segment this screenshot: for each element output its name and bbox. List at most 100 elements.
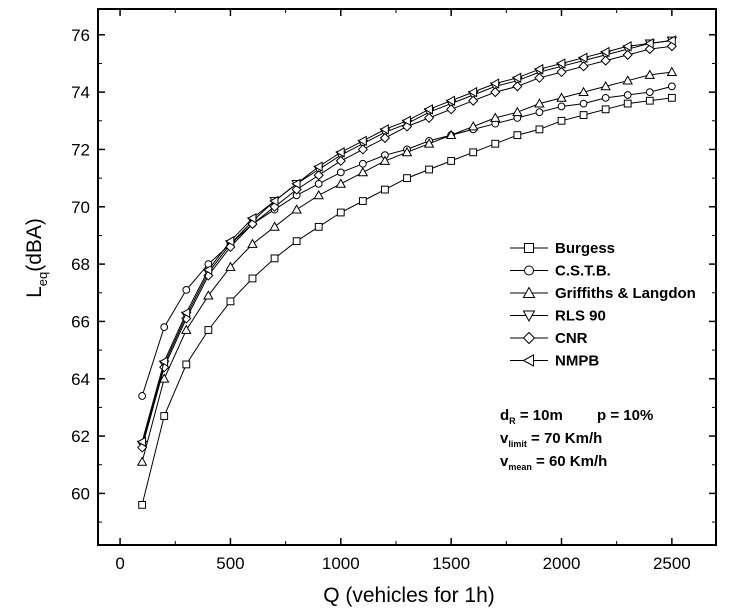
data-point bbox=[136, 436, 147, 448]
y-tick-label: 64 bbox=[71, 370, 90, 389]
legend-marker bbox=[522, 354, 534, 367]
data-point bbox=[423, 138, 435, 148]
data-point bbox=[644, 38, 654, 49]
data-point bbox=[270, 254, 279, 263]
data-point bbox=[182, 360, 191, 369]
data-point bbox=[314, 222, 323, 231]
y-tick-label: 66 bbox=[71, 312, 90, 331]
annotation-vlimit: vlimit = 70 Km/h bbox=[500, 430, 602, 449]
data-point bbox=[666, 35, 676, 46]
data-point bbox=[491, 139, 500, 148]
y-tick-label: 72 bbox=[71, 140, 90, 159]
data-point bbox=[645, 96, 654, 105]
data-point bbox=[336, 168, 345, 177]
data-point bbox=[601, 105, 610, 114]
legend-marker bbox=[524, 265, 534, 276]
legend-item: Griffiths & Langdon bbox=[510, 285, 696, 302]
data-point bbox=[578, 86, 589, 97]
legend-label: RLS 90 bbox=[555, 308, 606, 325]
annotation-vlimit-main: v bbox=[500, 430, 509, 447]
data-point bbox=[336, 208, 345, 217]
x-axis-label: Q (vehicles for 1h) bbox=[323, 584, 495, 607]
annotation-vmean-main: v bbox=[500, 453, 509, 470]
data-point bbox=[181, 324, 192, 334]
legend-label: CNR bbox=[555, 330, 588, 347]
data-point bbox=[313, 189, 324, 200]
data-point bbox=[622, 49, 633, 60]
data-point bbox=[666, 66, 678, 76]
data-point bbox=[601, 93, 610, 102]
annotation-percentage: p = 10% bbox=[597, 407, 653, 424]
data-point bbox=[381, 185, 389, 194]
legend-label: NMPB bbox=[555, 353, 599, 370]
data-point bbox=[158, 373, 170, 383]
data-point bbox=[180, 307, 191, 319]
x-tick-label: 0 bbox=[115, 554, 124, 573]
data-point bbox=[226, 297, 235, 306]
data-point bbox=[556, 66, 567, 78]
data-point bbox=[557, 102, 566, 111]
data-point bbox=[534, 72, 545, 83]
annotation-vmean-sub: mean bbox=[508, 462, 532, 472]
legend-marker bbox=[522, 331, 536, 345]
data-point bbox=[138, 500, 147, 509]
data-point bbox=[401, 146, 413, 157]
data-point bbox=[247, 238, 258, 248]
y-tick-label: 68 bbox=[71, 255, 90, 274]
data-point bbox=[335, 155, 346, 167]
data-point bbox=[292, 237, 301, 246]
data-point bbox=[579, 99, 588, 108]
data-point bbox=[622, 75, 633, 85]
annotation: dR = 10m p = 10% vlimit = 70 Km/h vmean … bbox=[500, 407, 653, 472]
data-point bbox=[313, 170, 324, 181]
series-diamond bbox=[137, 41, 677, 453]
data-point bbox=[357, 144, 368, 155]
data-point bbox=[423, 104, 433, 115]
legend-item: Burgess bbox=[510, 240, 615, 257]
data-point bbox=[535, 125, 544, 134]
data-point bbox=[335, 147, 345, 158]
data-point bbox=[403, 174, 411, 183]
y-tick-label: 76 bbox=[71, 26, 90, 45]
legend-label: Burgess bbox=[555, 240, 615, 257]
legend-item: NMPB bbox=[510, 353, 599, 370]
data-point bbox=[182, 285, 191, 294]
data-point bbox=[600, 80, 611, 91]
data-point bbox=[489, 78, 500, 89]
data-point bbox=[357, 166, 369, 177]
data-point bbox=[623, 91, 632, 99]
data-point bbox=[447, 157, 456, 165]
data-point bbox=[225, 235, 235, 247]
data-point bbox=[534, 63, 544, 75]
data-point bbox=[512, 81, 523, 92]
data-point bbox=[248, 274, 257, 283]
legend-label: Griffiths & Langdon bbox=[555, 285, 696, 302]
data-point bbox=[467, 86, 478, 98]
data-point bbox=[468, 95, 479, 106]
data-point bbox=[425, 165, 433, 174]
data-point bbox=[204, 326, 213, 334]
legend: Burgess C.S.T.B. Griffiths & Langdon RLS 90… bbox=[510, 240, 696, 370]
y-tick-label: 62 bbox=[71, 427, 90, 446]
annotation-distance: dR = 10m bbox=[500, 407, 563, 426]
data-point bbox=[291, 204, 302, 214]
x-tick-label: 1500 bbox=[432, 554, 470, 573]
x-tick-label: 500 bbox=[216, 554, 244, 573]
data-point bbox=[556, 92, 567, 102]
data-point bbox=[644, 69, 656, 79]
data-point bbox=[445, 129, 457, 140]
data-point bbox=[225, 261, 236, 271]
y-axis-label-sub: eq bbox=[35, 272, 50, 286]
annotation-vmean: vmean = 60 Km/h bbox=[500, 453, 607, 472]
data-point bbox=[667, 93, 676, 102]
ticks: 0 500 1000 1500 2000 2500 60 62 64 66 68 70 72 74 76 bbox=[71, 9, 716, 573]
series-square bbox=[138, 93, 676, 509]
data-point bbox=[469, 148, 478, 157]
data-point bbox=[490, 87, 501, 98]
data-point bbox=[379, 132, 391, 144]
data-point bbox=[535, 108, 544, 117]
data-point bbox=[136, 456, 148, 466]
data-point bbox=[158, 356, 169, 367]
data-point bbox=[160, 323, 169, 332]
